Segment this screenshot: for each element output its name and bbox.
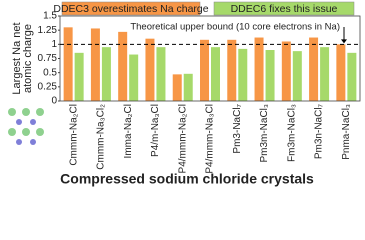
- bar: [227, 39, 237, 101]
- bar: [211, 47, 220, 101]
- arrow-head: [341, 39, 347, 44]
- y-tick-label: 0.75: [38, 53, 58, 64]
- y-tick-label: 1.5: [43, 11, 57, 22]
- atom: [16, 139, 22, 145]
- atom: [36, 108, 44, 116]
- x-tick-label: Pm3-NaCl₇: [232, 103, 243, 153]
- bar: [156, 47, 166, 101]
- bar: [90, 28, 100, 101]
- x-tick-label: Fm3m-NaCl₃: [286, 104, 297, 162]
- x-tick-label: Imma-Na₂Cl: [123, 104, 134, 158]
- atom: [30, 119, 36, 125]
- bar: [281, 41, 291, 101]
- x-tick-label: P4/mmm-Na₃Cl: [205, 104, 216, 174]
- atom: [36, 128, 44, 136]
- bar: [292, 51, 302, 101]
- atom: [30, 139, 36, 145]
- y-tick-label: 0.25: [38, 81, 58, 92]
- y-tick-label: 0.5: [43, 67, 57, 78]
- legend-label: DDEC3 overestimates Na charge: [53, 3, 208, 15]
- x-axis-title: Compressed sodium chloride crystals: [60, 171, 314, 187]
- y-axis-title: atomic charge: [22, 24, 34, 93]
- y-tick-label: 0: [51, 96, 57, 107]
- x-tick-label: P4/mmm-Na₂Cl: [177, 104, 188, 173]
- bar: [172, 74, 182, 101]
- atom: [22, 128, 30, 136]
- bar: [183, 73, 193, 101]
- chart: Compressed sodium chloride crystals DDEC…: [8, 1, 361, 187]
- bar: [254, 37, 264, 101]
- bar: [238, 48, 248, 101]
- atom: [8, 108, 16, 116]
- x-tick-label: Cmmm-Na₂Cl: [68, 104, 79, 166]
- bar: [74, 52, 84, 101]
- y-tick-label: 1.25: [38, 25, 58, 36]
- x-tick-label: Cmmm-Na₃Cl₂: [96, 104, 107, 170]
- plot-frame: [59, 15, 361, 102]
- bar: [63, 27, 73, 101]
- bar: [118, 31, 128, 101]
- atom: [22, 108, 30, 116]
- legend-label: DDEC6 fixes this issue: [231, 3, 338, 15]
- reference-label: Theoretical upper bound (10 core electro…: [130, 22, 340, 33]
- y-axis-title: Largest Na net: [11, 22, 23, 94]
- legend-box: [61, 1, 201, 16]
- atom: [16, 119, 22, 125]
- x-tick-label: P4/m-Na₃Cl: [150, 104, 161, 157]
- legend-box: [213, 1, 355, 16]
- x-tick-label: Pm3n-NaCl₇: [314, 103, 325, 159]
- bar: [347, 52, 357, 101]
- bar: [320, 47, 330, 101]
- bar: [265, 50, 275, 101]
- bar: [309, 37, 319, 101]
- bar: [101, 47, 111, 101]
- y-tick-label: 1: [51, 39, 57, 50]
- atom: [8, 128, 16, 136]
- x-tick-label: Pm3m-NaCl₃: [259, 104, 270, 163]
- bar: [129, 54, 139, 101]
- bar: [336, 44, 346, 101]
- bar: [145, 38, 155, 101]
- crystal-illustration: [8, 108, 44, 145]
- x-tick-label: Pnma-NaCl₃: [341, 104, 352, 160]
- bar: [200, 39, 209, 101]
